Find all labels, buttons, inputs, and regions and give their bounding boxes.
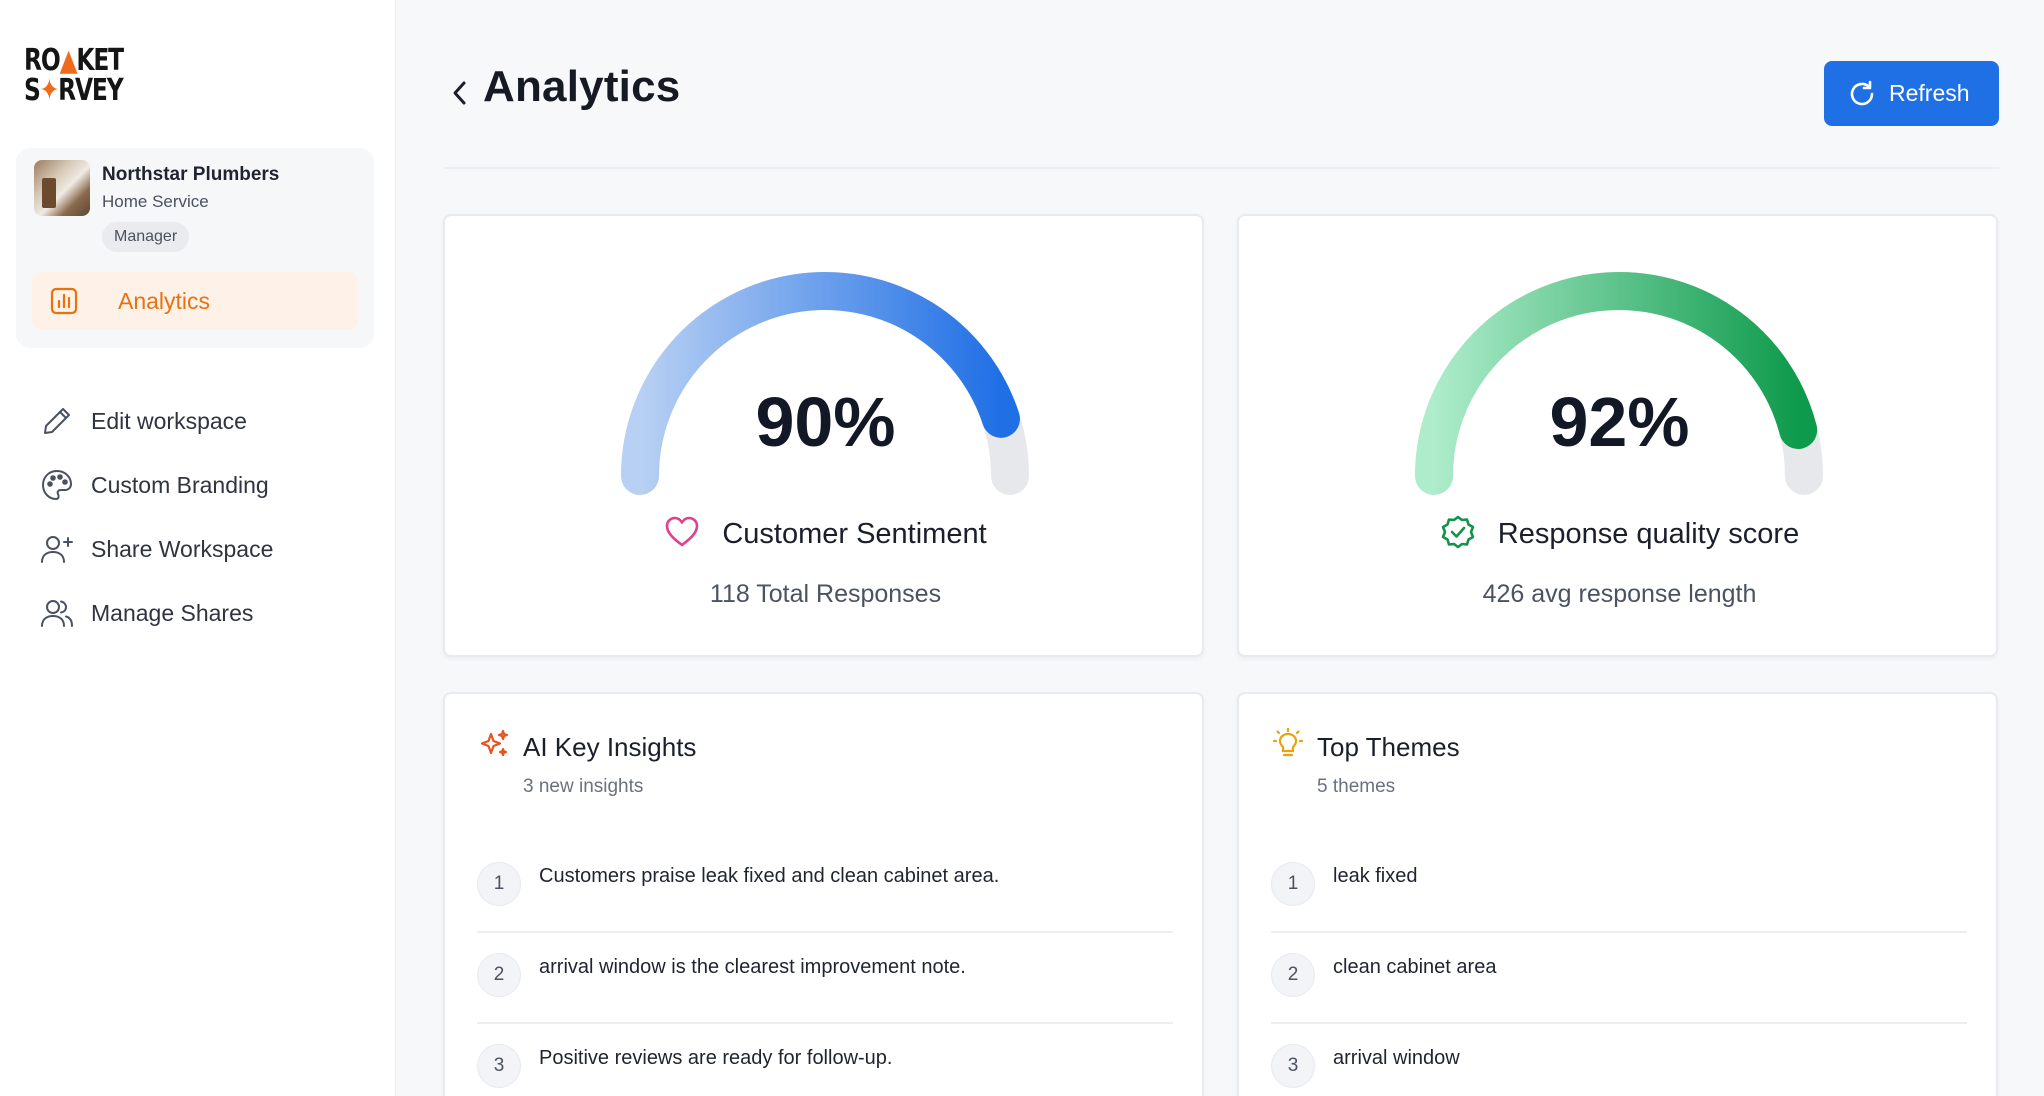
row-number: 1 [477,862,521,906]
sidebar: RO▲KET S✦RVEY Northstar Plumbers Home Se… [0,0,396,1096]
back-chevron-icon[interactable] [448,76,472,115]
themes-title: Top Themes [1317,732,1460,762]
sidebar-item-share-workspace[interactable]: Share Workspace [0,518,396,582]
workspace-name: Northstar Plumbers [102,164,280,185]
customer-sentiment-card: 90% Customer Sentiment 118 Total Respons… [443,214,1204,657]
header-divider [444,167,1999,169]
workspace-avatar [34,160,90,216]
sidebar-nav: Edit workspace Custom Branding [0,390,396,646]
sidebar-item-label: Custom Branding [91,472,269,498]
gauge-label-row: Response quality score [1239,514,2000,554]
insight-text: arrival window is the clearest improveme… [539,956,966,978]
refresh-label: Refresh [1889,80,1970,106]
quality-value: 92% [1549,383,1690,461]
page-title: Analytics [483,62,681,111]
theme-text: clean cabinet area [1333,956,1497,978]
lightbulb-icon [1272,727,1304,765]
quality-gauge [1415,271,1823,495]
sentiment-gauge [621,271,1029,495]
sidebar-item-label: Edit workspace [91,408,247,434]
bar-chart-icon [50,287,78,320]
sidebar-item-manage-shares[interactable]: Manage Shares [0,582,396,646]
workspace-card: Northstar Plumbers Home Service Manager … [16,148,374,348]
user-plus-icon [40,532,74,571]
sidebar-item-label: Share Workspace [91,536,274,562]
insight-item[interactable]: 3 Positive reviews are ready for follow-… [477,1024,1173,1096]
theme-text: leak fixed [1333,865,1418,887]
total-responses: 118 Total Responses [709,580,942,608]
theme-item[interactable]: 3 arrival window [1271,1024,1967,1096]
avg-response-length: 426 avg response length [1482,580,1757,608]
sentiment-label: Customer Sentiment [722,517,987,550]
row-number: 2 [1271,953,1315,997]
quality-label: Response quality score [1497,517,1800,550]
themes-count: 5 themes [1317,776,1396,797]
heart-icon [664,515,700,554]
theme-item[interactable]: 1 leak fixed [1271,842,1967,933]
sidebar-item-label: Manage Shares [91,600,254,626]
insight-item[interactable]: 2 arrival window is the clearest improve… [477,933,1173,1024]
users-icon [40,596,74,635]
insight-text: Positive reviews are ready for follow-up… [539,1047,893,1069]
sentiment-value: 90% [755,383,896,461]
role-badge: Manager [102,222,190,252]
insight-item[interactable]: 1 Customers praise leak fixed and clean … [477,842,1173,933]
row-number: 2 [477,953,521,997]
badge-check-icon [1440,514,1476,555]
insights-count: 3 new insights [523,776,644,797]
top-themes-card: Top Themes 5 themes 1 leak fixed 2 clean… [1237,692,1998,1096]
ai-key-insights-card: AI Key Insights 3 new insights 1 Custome… [443,692,1204,1096]
row-number: 1 [1271,862,1315,906]
gauge-fill [621,271,1020,495]
sidebar-item-edit-workspace[interactable]: Edit workspace [0,390,396,454]
sidebar-item-label: Analytics [118,288,211,314]
gauge-fill [1415,271,1818,495]
response-quality-card: 92% Response quality score 426 avg respo… [1237,214,1998,657]
gauge-label-row: Customer Sentiment [445,514,1206,554]
insights-title: AI Key Insights [523,732,697,762]
refresh-button[interactable]: Refresh [1824,61,1999,126]
theme-item[interactable]: 2 clean cabinet area [1271,933,1967,1024]
insight-text: Customers praise leak fixed and clean ca… [539,865,1000,887]
palette-icon [40,468,74,507]
sparkles-icon [478,728,510,765]
refresh-icon [1848,80,1876,111]
theme-text: arrival window [1333,1047,1460,1069]
sidebar-item-analytics[interactable]: Analytics [32,272,358,330]
row-number: 3 [1271,1044,1315,1088]
workspace-type: Home Service [102,192,209,211]
sidebar-item-custom-branding[interactable]: Custom Branding [0,454,396,518]
pencil-icon [40,404,74,443]
row-number: 3 [477,1044,521,1088]
rocket-survey-logo[interactable]: RO▲KET S✦RVEY [24,43,124,108]
